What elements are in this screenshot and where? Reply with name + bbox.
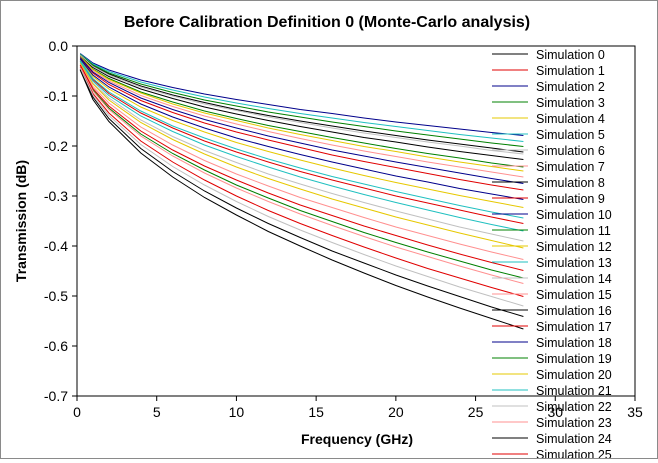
legend: Simulation 0 Simulation 1 Simulation 2 Simu… — [492, 48, 612, 462]
legend-label-14: Simulation 14 — [536, 272, 612, 286]
series-line-3 — [79, 55, 524, 168]
y-tick-label: -0.5 — [44, 288, 68, 304]
legend-label-3: Simulation 3 — [536, 96, 605, 110]
legend-label-19: Simulation 19 — [536, 352, 612, 366]
legend-label-16: Simulation 16 — [536, 304, 612, 318]
legend-label-13: Simulation 13 — [536, 256, 612, 270]
series-line-6 — [79, 62, 524, 242]
series-line-16 — [79, 68, 524, 317]
legend-label-21: Simulation 21 — [536, 384, 612, 398]
x-axis-label: Frequency (GHz) — [301, 431, 413, 447]
series-line-1 — [79, 57, 524, 191]
x-tick-label: 15 — [308, 404, 324, 420]
legend-label-15: Simulation 15 — [536, 288, 612, 302]
legend-label-22: Simulation 22 — [536, 400, 612, 414]
legend-label-8: Simulation 8 — [536, 176, 605, 190]
series-line-14 — [79, 54, 524, 155]
legend-label-2: Simulation 2 — [536, 80, 605, 94]
series-line-10 — [79, 58, 524, 200]
legend-label-9: Simulation 9 — [536, 192, 605, 206]
series-line-25 — [79, 64, 524, 271]
chart-title: Before Calibration Definition 0 (Monte-C… — [124, 14, 530, 31]
legend-label-1: Simulation 1 — [536, 64, 605, 78]
series-line-2 — [79, 53, 524, 136]
series-line-4 — [79, 59, 524, 208]
y-tick-label: -0.7 — [44, 388, 68, 404]
x-tick-label: 10 — [229, 404, 245, 420]
series-line-11 — [79, 54, 524, 147]
legend-label-17: Simulation 17 — [536, 320, 612, 334]
y-tick-label: -0.6 — [44, 338, 68, 354]
series-line-20 — [79, 62, 524, 249]
series-line-24 — [79, 69, 524, 330]
axis-layer: 0 5 10 15 20 25 30 35 0.0 -0.1 -0.2 -0.3 -0.4 -0.5 -0.… — [44, 38, 643, 420]
series-line-0 — [79, 54, 524, 153]
legend-label-0: Simulation 0 — [536, 48, 605, 62]
series-line-19 — [79, 65, 524, 279]
x-tick-label: 20 — [388, 404, 404, 420]
legend-label-23: Simulation 23 — [536, 416, 612, 430]
series-line-8 — [79, 55, 524, 160]
legend-label-7: Simulation 7 — [536, 160, 605, 174]
y-tick-label: 0.0 — [49, 38, 69, 54]
series-line-21 — [79, 61, 524, 232]
series-line-23 — [79, 65, 524, 284]
series-line-18 — [79, 57, 524, 184]
legend-label-4: Simulation 4 — [536, 112, 605, 126]
y-tick-label: -0.1 — [44, 88, 68, 104]
y-axis-label: Transmission (dB) — [13, 160, 29, 282]
x-tick-label: 5 — [153, 404, 161, 420]
legend-label-25: Simulation 25 — [536, 448, 612, 458]
x-tick-label: 0 — [73, 404, 81, 420]
series-line-5 — [79, 53, 524, 142]
series-line-13 — [79, 60, 524, 219]
series-line-7 — [79, 56, 524, 178]
series-line-17 — [79, 66, 524, 297]
x-tick-label: 35 — [627, 404, 643, 420]
series-line-22 — [79, 67, 524, 307]
series-layer — [79, 53, 524, 330]
plot-area-border — [76, 45, 636, 397]
legend-label-11: Simulation 11 — [536, 224, 611, 238]
series-line-12 — [79, 56, 524, 172]
legend-label-6: Simulation 6 — [536, 144, 605, 158]
legend-label-20: Simulation 20 — [536, 368, 612, 382]
y-tick-label: -0.4 — [44, 238, 68, 254]
x-tick-label: 30 — [547, 404, 563, 420]
series-line-9 — [79, 60, 524, 224]
legend-label-12: Simulation 12 — [536, 240, 612, 254]
legend-label-5: Simulation 5 — [536, 128, 605, 142]
legend-label-24: Simulation 24 — [536, 432, 612, 446]
legend-label-10: Simulation 10 — [536, 208, 612, 222]
series-line-15 — [79, 63, 524, 260]
y-tick-label: -0.2 — [44, 138, 68, 154]
x-tick-label: 25 — [468, 404, 484, 420]
legend-label-18: Simulation 18 — [536, 336, 612, 350]
y-tick-label: -0.3 — [44, 188, 68, 204]
